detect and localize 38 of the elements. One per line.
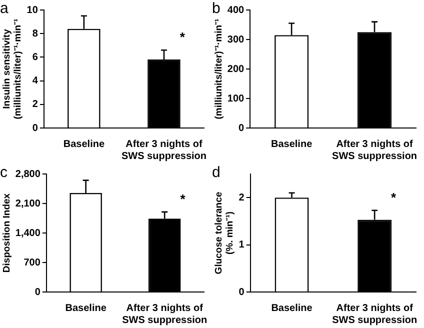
x-tick-label: Baseline	[270, 138, 313, 150]
y-axis-title: Insulin sensitivity (milliunits/liter)⁻¹·min⁻¹	[1, 18, 24, 120]
y-tick-label: 10	[26, 4, 38, 16]
y-tick-label: 0	[32, 122, 38, 134]
x-tick-label: Baseline	[65, 302, 107, 314]
y-tick-label: 300	[227, 34, 245, 46]
y-tick-label: 700	[24, 257, 41, 268]
y-tick-label: 1	[238, 240, 245, 251]
y-tick-label: 400	[227, 4, 245, 16]
chart-title: b	[212, 0, 220, 18]
y-tick-label: 0	[238, 286, 245, 298]
annotation: *	[391, 190, 398, 205]
y-tick-label: 0	[34, 286, 41, 298]
y-tick-label: 6	[32, 52, 38, 63]
annotation: *	[180, 30, 186, 45]
y-tick-label: 200	[227, 64, 245, 75]
y-axis-title: Glucose tolerance (%. min⁻¹)	[213, 192, 236, 274]
y-tick-label: 4	[32, 76, 38, 87]
y-tick-label: 2	[32, 99, 38, 110]
x-tick-label: After 3 nights of SWS suppression	[121, 138, 206, 162]
x-tick-label: After 3 nights of SWS suppression	[332, 302, 418, 326]
y-tick-label: 100	[227, 93, 245, 104]
y-tick-label: 1,400	[15, 228, 41, 239]
chart-title: c	[0, 164, 8, 182]
y-tick-label: 2,800	[15, 168, 41, 180]
x-tick-label: After 3 nights of SWS suppression	[332, 138, 418, 162]
y-tick-label: 0	[238, 122, 245, 134]
x-tick-label: Baseline	[63, 138, 105, 150]
chart-title: d	[212, 164, 220, 182]
y-tick-label: 8	[32, 28, 38, 40]
chart-title: a	[0, 0, 9, 18]
y-axis-title: Disposition Index	[1, 192, 12, 273]
x-tick-label: Baseline	[271, 302, 313, 314]
x-tick-label: After 3 nights of SWS suppression	[122, 302, 208, 326]
y-tick-label: 2,100	[15, 198, 41, 210]
annotation: *	[180, 192, 186, 207]
y-tick-label: 2	[238, 192, 245, 204]
y-axis-title: (milliunits/liter)⁻¹·min⁻¹	[213, 18, 224, 120]
